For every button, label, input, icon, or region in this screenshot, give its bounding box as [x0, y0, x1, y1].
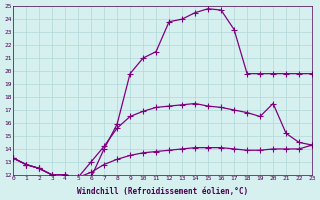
X-axis label: Windchill (Refroidissement éolien,°C): Windchill (Refroidissement éolien,°C)	[77, 187, 248, 196]
